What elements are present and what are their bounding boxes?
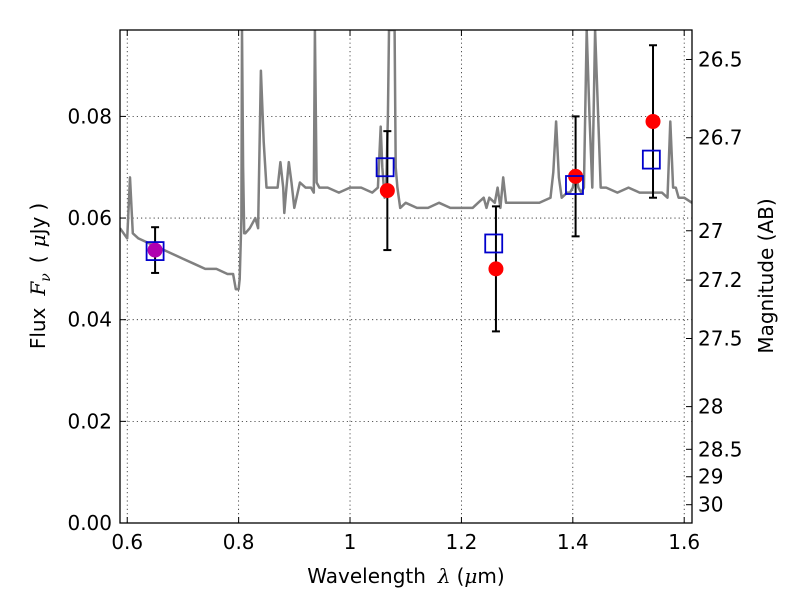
x-axis-label: Wavelength λ (μm): [307, 564, 504, 588]
observed-point: [488, 261, 504, 277]
x-tick-label: 1.4: [557, 530, 589, 554]
y2-tick-label: 27.5: [698, 327, 743, 351]
grid: [120, 30, 692, 524]
y2-axis-label: Magnitude (AB): [754, 198, 778, 353]
y2-tick-label: 29: [698, 465, 723, 489]
model-photometry-square: [641, 149, 661, 170]
model-photometry-square: [145, 241, 165, 261]
y2-tick-label: 26.7: [698, 126, 743, 150]
y2-tick-label: 27.2: [698, 268, 743, 292]
y2-tick-label: 28.5: [698, 437, 743, 461]
plot-frame: [119, 29, 693, 524]
model-photometry-square: [565, 175, 584, 195]
observed-point: [147, 242, 163, 258]
model-spectrum-line: [120, 30, 692, 291]
plot-area: [120, 30, 692, 333]
ticks: 0.6 0.8 1 1.2 1.4 1.6 0.00 0.02 0.04 0.06 0.08 26.5…: [67, 30, 743, 554]
x-tick-label: 1: [344, 530, 357, 554]
y2-tick-label: 28: [698, 395, 723, 419]
y2-tick-label: 26.5: [698, 47, 743, 71]
y-tick-label: 0.00: [67, 511, 112, 535]
x-tick-label: 1.6: [668, 530, 700, 554]
observed-point: [645, 113, 661, 129]
observed-point: [379, 183, 395, 199]
model-photometry-square: [375, 157, 395, 178]
x-tick-label: 1.2: [446, 530, 478, 554]
y-tick-label: 0.02: [67, 409, 112, 433]
model-photometry-square: [484, 233, 504, 254]
x-tick-label: 0.8: [223, 530, 255, 554]
y-tick-label: 0.04: [67, 308, 112, 332]
y2-tick-label: 27: [698, 219, 723, 243]
y-tick-label: 0.08: [67, 104, 112, 128]
y2-tick-label: 30: [698, 493, 723, 517]
x-tick-label: 0.6: [111, 530, 143, 554]
y-tick-label: 0.06: [67, 206, 112, 230]
y-axis-label: FluxFν(μJy): [26, 203, 54, 349]
